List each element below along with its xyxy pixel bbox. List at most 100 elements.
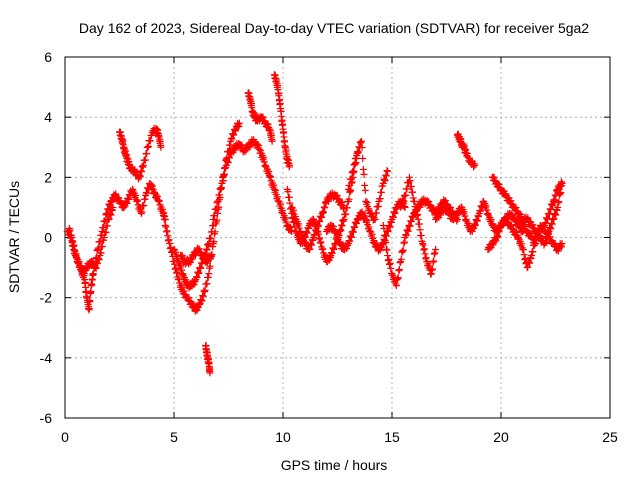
- axis-ticks: 0 5 10 15 20 25 -6 -4 -2 0 2 4 6: [40, 49, 618, 445]
- data-point: [157, 143, 165, 151]
- data-point: [554, 203, 562, 211]
- data-point-interp: [552, 211, 560, 219]
- data-point-interp: [273, 193, 281, 201]
- data-point-interp: [138, 208, 146, 216]
- data-point-interp: [313, 227, 321, 235]
- data-point: [133, 197, 141, 205]
- data-point-interp: [348, 175, 356, 183]
- data-point-interp: [470, 160, 478, 168]
- data-point-interp: [333, 192, 341, 200]
- data-point: [318, 209, 326, 217]
- data-point-interp: [229, 130, 237, 138]
- data-point-interp: [255, 142, 263, 150]
- data-point: [484, 209, 492, 217]
- data-point-interp: [425, 262, 433, 270]
- data-point-interp: [483, 206, 491, 214]
- data-point-interp: [336, 238, 344, 246]
- series-arc-2: [65, 203, 117, 278]
- data-point-interp: [495, 228, 503, 236]
- data-point-interp: [544, 215, 552, 223]
- data-point-interp: [260, 154, 268, 162]
- data-point-interp: [319, 208, 327, 216]
- series-arc-14: [344, 137, 392, 224]
- data-point-interp: [311, 231, 319, 239]
- data-point-interp: [406, 222, 414, 230]
- data-point-interp: [528, 232, 536, 240]
- data-point-interp: [447, 204, 455, 212]
- data-point-interp: [349, 228, 357, 236]
- series-arc-5: [170, 221, 217, 292]
- data-point: [419, 240, 427, 248]
- data-point-interp: [382, 239, 390, 247]
- data-point-interp: [311, 226, 319, 234]
- data-point-interp: [383, 167, 391, 175]
- data-point-interp: [395, 266, 403, 274]
- data-point-interp: [476, 207, 484, 215]
- data-point-interp: [300, 234, 308, 242]
- data-point-interp: [99, 224, 107, 232]
- data-point-interp: [290, 206, 298, 214]
- data-point-interp: [267, 173, 275, 181]
- data-point: [109, 203, 117, 211]
- data-point: [558, 240, 566, 248]
- data-point-interp: [551, 191, 559, 199]
- data-point-interp: [529, 248, 537, 256]
- data-point-interp: [260, 158, 268, 166]
- data-point-interp: [73, 254, 81, 262]
- data-point-interp: [363, 216, 371, 224]
- data-point-interp: [346, 181, 354, 189]
- data-point-interp: [206, 255, 214, 263]
- data-point-interp: [385, 256, 393, 264]
- data-point-interp: [557, 243, 565, 251]
- data-point-interp: [463, 149, 471, 157]
- data-point-interp: [546, 224, 554, 232]
- data-point-interp: [282, 218, 290, 226]
- data-point-interp: [132, 192, 140, 200]
- data-point-interp: [139, 163, 147, 171]
- data-point-interp: [178, 252, 186, 260]
- x-tick-label: 15: [384, 429, 400, 445]
- data-point-interp: [554, 199, 562, 207]
- data-point: [129, 185, 137, 193]
- data-point-interp: [361, 212, 369, 220]
- data-point-interp: [419, 241, 427, 249]
- data-point: [357, 137, 365, 145]
- data-point-interp: [495, 180, 503, 188]
- data-point-interp: [177, 266, 185, 274]
- data-point-interp: [349, 167, 357, 175]
- data-point-interp: [203, 246, 211, 254]
- data-point-interp: [427, 270, 435, 278]
- data-point-interp: [224, 158, 232, 166]
- data-point-interp: [517, 210, 525, 218]
- data-point-interp: [72, 250, 80, 258]
- data-point-interp: [67, 231, 75, 239]
- data-point: [205, 240, 213, 248]
- data-point-interp: [214, 197, 222, 205]
- data-point-interp: [511, 214, 519, 222]
- data-point-interp: [345, 195, 353, 203]
- data-point: [414, 215, 422, 223]
- data-point-interp: [194, 269, 202, 277]
- data-point-interp: [125, 196, 133, 204]
- data-point-interp: [295, 220, 303, 228]
- series-arc-15: [379, 195, 461, 290]
- data-point-interp: [312, 227, 320, 235]
- data-point-interp: [102, 228, 110, 236]
- data-point-interp: [400, 197, 408, 205]
- data-point-interp: [144, 142, 152, 150]
- data-point-interp: [92, 264, 100, 272]
- data-point-interp: [384, 227, 392, 235]
- data-point-interp: [105, 215, 113, 223]
- x-axis-label: GPS time / hours: [281, 457, 388, 473]
- data-point-interp: [281, 214, 289, 222]
- data-point-interp: [134, 197, 142, 205]
- data-point-interp: [414, 210, 422, 218]
- data-point-interp: [303, 228, 311, 236]
- data-point-interp: [365, 223, 373, 231]
- data-point-interp: [383, 246, 391, 254]
- data-point-interp: [259, 113, 267, 121]
- data-point-interp: [146, 137, 154, 145]
- data-point: [493, 234, 501, 241]
- series-arc-9: [244, 89, 276, 145]
- data-point-interp: [172, 248, 180, 256]
